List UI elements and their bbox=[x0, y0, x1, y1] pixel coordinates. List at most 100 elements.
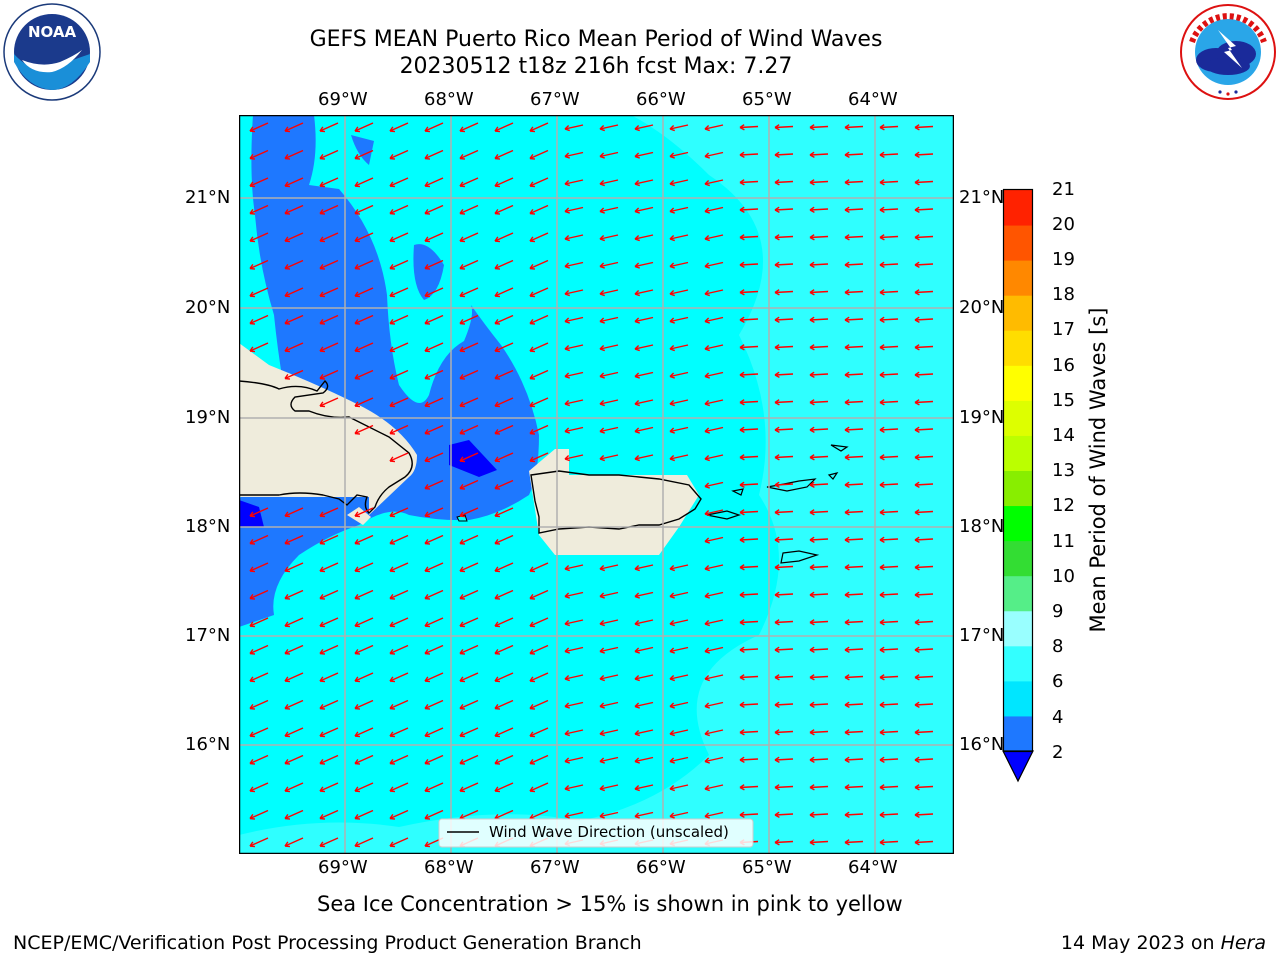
wind-arrow bbox=[844, 565, 864, 569]
wind-arrow bbox=[879, 400, 899, 404]
wind-arrow bbox=[249, 782, 269, 792]
wind-arrow-head bbox=[739, 564, 745, 571]
wind-arrow-head bbox=[529, 209, 536, 215]
wind-arrow bbox=[529, 314, 549, 325]
wind-arrow bbox=[564, 124, 584, 130]
wind-arrow-head bbox=[354, 814, 361, 820]
wind-arrow bbox=[809, 373, 829, 376]
wind-arrow bbox=[669, 701, 689, 708]
wind-arrow bbox=[809, 510, 829, 514]
wind-arrow-head bbox=[634, 757, 640, 764]
wind-arrow bbox=[424, 424, 444, 435]
wind-arrow-head bbox=[529, 649, 536, 655]
wind-arrow-head bbox=[354, 566, 361, 573]
wind-arrow-head bbox=[424, 154, 431, 160]
wind-arrow bbox=[319, 617, 339, 627]
wind-arrow bbox=[459, 809, 479, 820]
wind-arrow-head bbox=[914, 729, 920, 736]
wind-arrow bbox=[564, 756, 584, 763]
colorbar-bin bbox=[1004, 400, 1032, 436]
wind-arrow bbox=[774, 400, 794, 404]
wind-arrow-head bbox=[529, 374, 536, 380]
wind-arrow-head bbox=[739, 371, 745, 378]
wind-arrow bbox=[319, 644, 339, 655]
wind-arrow bbox=[774, 125, 794, 129]
wind-arrow-head bbox=[809, 399, 815, 406]
wind-arrow bbox=[704, 536, 724, 543]
wind-arrow bbox=[669, 564, 689, 570]
wind-arrow bbox=[599, 316, 619, 323]
wind-arrow-head bbox=[739, 151, 745, 158]
wind-arrow bbox=[599, 426, 619, 433]
colorbar-bin bbox=[1004, 645, 1032, 682]
wind-arrow-head bbox=[844, 234, 850, 241]
wind-arrow-head bbox=[634, 702, 640, 709]
wind-arrow-head bbox=[319, 594, 326, 600]
wind-arrow-head bbox=[564, 345, 570, 352]
wind-arrow-head bbox=[704, 592, 710, 599]
wind-arrow bbox=[669, 399, 689, 405]
wind-arrow bbox=[914, 675, 934, 679]
wind-arrow-head bbox=[424, 126, 431, 133]
wind-arrow bbox=[599, 674, 619, 680]
wind-arrow-head bbox=[844, 701, 850, 708]
wind-arrow-head bbox=[284, 594, 291, 600]
colorbar-tick: 9 bbox=[1052, 601, 1064, 622]
colorbar-bin bbox=[1004, 470, 1032, 507]
wind-arrow bbox=[739, 510, 759, 514]
wind-arrow bbox=[389, 287, 409, 297]
wind-arrow bbox=[459, 314, 479, 325]
wind-arrow-head bbox=[564, 207, 570, 214]
wind-arrow-head bbox=[529, 236, 536, 243]
wind-arrow-head bbox=[529, 594, 536, 600]
wind-arrow bbox=[879, 840, 899, 844]
wind-arrow bbox=[879, 125, 899, 129]
wind-arrow bbox=[634, 646, 654, 653]
wind-arrow bbox=[284, 754, 304, 765]
map-legend: Wind Wave Direction (unscaled) bbox=[438, 818, 754, 848]
wind-arrow-head bbox=[739, 289, 745, 296]
wind-arrow-head bbox=[809, 124, 815, 131]
wind-arrow bbox=[879, 345, 899, 349]
wind-arrow bbox=[739, 730, 759, 734]
wind-arrow bbox=[319, 342, 339, 352]
wind-arrow-head bbox=[424, 374, 431, 380]
darkblue-pocket bbox=[449, 440, 497, 477]
wind-arrow bbox=[704, 234, 724, 240]
wind-arrow-head bbox=[354, 429, 361, 435]
wind-arrow bbox=[914, 428, 934, 431]
wind-arrow-head bbox=[774, 701, 780, 708]
wind-arrow bbox=[284, 369, 304, 380]
wind-arrow bbox=[634, 179, 654, 185]
wind-arrow bbox=[774, 153, 794, 156]
wind-arrow bbox=[914, 703, 934, 706]
wind-arrow bbox=[319, 369, 339, 380]
wind-arrow bbox=[704, 591, 724, 598]
wind-arrow-head bbox=[319, 786, 326, 793]
wind-arrow-head bbox=[424, 264, 431, 270]
wind-arrow-head bbox=[459, 786, 466, 793]
wind-arrow-head bbox=[914, 619, 920, 626]
wind-arrow bbox=[389, 342, 409, 352]
wind-arrow bbox=[389, 589, 409, 600]
wind-arrow bbox=[249, 672, 269, 682]
wind-arrow bbox=[529, 699, 549, 710]
wind-arrow bbox=[704, 619, 724, 625]
wind-arrow bbox=[669, 151, 689, 158]
wind-arrow bbox=[354, 754, 374, 765]
wind-arrow-head bbox=[739, 179, 745, 186]
wind-arrow bbox=[774, 483, 794, 486]
colorbar-tick: 8 bbox=[1052, 636, 1064, 657]
wind-arrow bbox=[809, 428, 829, 431]
wind-arrow bbox=[424, 589, 444, 600]
wind-arrow-head bbox=[739, 811, 745, 818]
wind-arrow bbox=[354, 369, 374, 380]
wind-arrow-head bbox=[459, 154, 466, 160]
wind-arrow-head bbox=[564, 427, 570, 434]
wind-arrow bbox=[249, 177, 269, 187]
wind-arrow bbox=[529, 452, 549, 462]
wind-arrow-head bbox=[459, 209, 466, 215]
wind-arrow bbox=[844, 840, 864, 844]
wind-arrow-head bbox=[704, 317, 710, 324]
wind-arrow bbox=[494, 424, 514, 435]
